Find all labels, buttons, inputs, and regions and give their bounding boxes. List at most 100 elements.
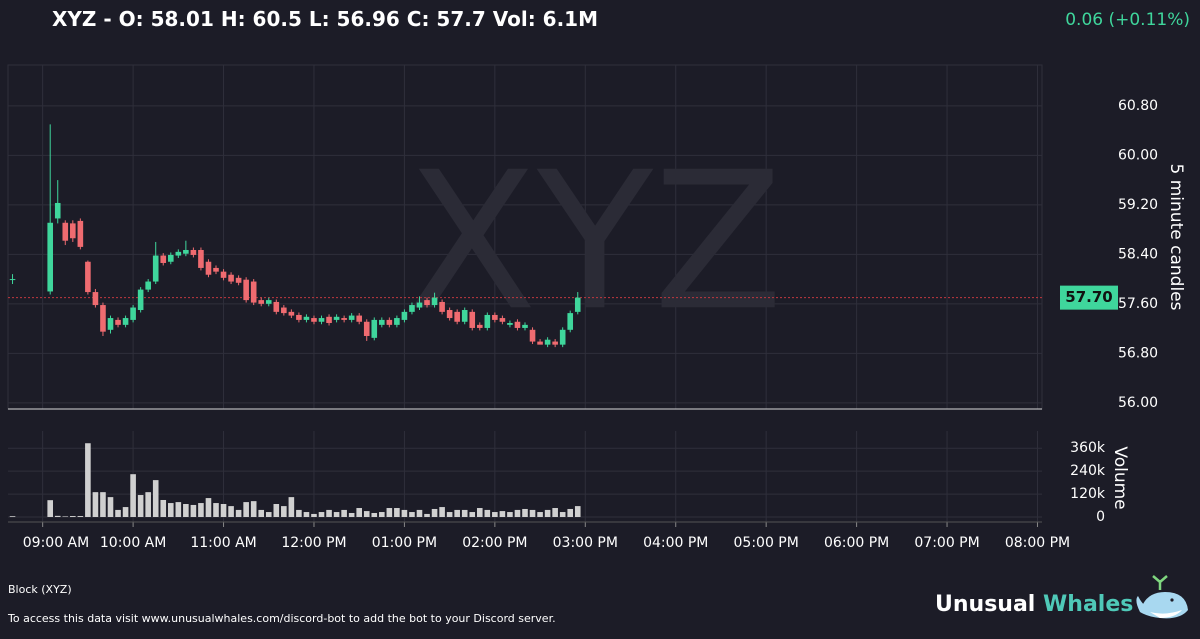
- candle-body: [9, 279, 16, 281]
- volume-bar: [567, 508, 574, 517]
- volume-bar: [54, 515, 61, 517]
- volume-bar: [175, 502, 182, 517]
- candle-body: [198, 249, 204, 268]
- volume-bar: [47, 500, 54, 517]
- y-tick-label: 57.60: [1118, 296, 1158, 312]
- volume-bar: [107, 497, 114, 517]
- volume-bar: [401, 509, 408, 517]
- x-tick-label: 07:00 PM: [914, 535, 979, 551]
- volume-bar: [439, 507, 445, 517]
- volume-bar: [130, 474, 136, 517]
- candle-body: [567, 313, 574, 330]
- volume-bar: [85, 443, 91, 517]
- volume-tick-label: 240k: [1070, 463, 1106, 479]
- candle-body: [461, 310, 468, 322]
- volume-bar: [288, 497, 295, 517]
- candle-body: [273, 301, 280, 312]
- candle-body: [152, 255, 159, 282]
- candle-body: [228, 274, 234, 282]
- x-tick-label: 04:00 PM: [643, 535, 708, 551]
- ohlc-summary: - O: 58.01 H: 60.5 L: 56.96 C: 57.7 Vol:…: [103, 7, 598, 31]
- logo: [1136, 575, 1188, 619]
- candle-body: [544, 339, 551, 345]
- source: Block (XYZ): [8, 583, 72, 596]
- candle-body: [122, 318, 129, 325]
- candle-body: [484, 314, 491, 328]
- volume-bar: [461, 509, 468, 517]
- volume-bar: [100, 492, 106, 517]
- volume-bar: [115, 509, 121, 517]
- volume-bar: [220, 504, 227, 517]
- candle-body: [431, 297, 438, 306]
- y-tick-label: 59.20: [1118, 197, 1158, 213]
- candle-body: [318, 318, 325, 322]
- candle-body: [401, 311, 408, 320]
- x-tick-label: 09:00 AM: [23, 535, 89, 551]
- candle-body: [92, 292, 99, 306]
- candle-body: [281, 307, 287, 314]
- volume-bar: [296, 509, 302, 517]
- candle-body: [363, 321, 370, 336]
- volume-bar: [311, 513, 317, 517]
- candle-body: [341, 318, 347, 320]
- candle-body: [160, 255, 167, 263]
- volume-bar: [356, 508, 362, 517]
- candle-body: [296, 314, 302, 320]
- volume-bar: [416, 509, 423, 517]
- x-tick-label: 10:00 AM: [100, 535, 166, 551]
- volume-bar: [213, 503, 219, 517]
- volume-bar: [318, 512, 325, 517]
- candle-body: [469, 311, 476, 328]
- last-price-label: 57.70: [1065, 288, 1112, 306]
- candle-body: [439, 301, 445, 312]
- volume-bar: [228, 506, 234, 517]
- volume-bar: [431, 508, 438, 517]
- candle-body: [265, 300, 272, 304]
- x-tick-label: 05:00 PM: [734, 535, 799, 551]
- candle-body: [394, 318, 400, 325]
- y-tick-label: 56.80: [1118, 345, 1158, 361]
- brand-word: Unusual: [935, 592, 1035, 617]
- volume-bar: [70, 516, 76, 517]
- candle-body: [130, 307, 136, 320]
- volume-bar: [62, 516, 69, 517]
- candle-body: [205, 261, 212, 275]
- volume-tick-label: 0: [1096, 509, 1105, 525]
- candle-body: [379, 319, 385, 325]
- candle-body: [499, 318, 506, 322]
- candle-body: [288, 311, 295, 316]
- ticker: XYZ: [52, 7, 96, 31]
- volume-bar: [9, 516, 16, 517]
- candle-body: [552, 341, 558, 345]
- volume-bar: [183, 504, 189, 517]
- x-tick-label: 03:00 PM: [553, 535, 618, 551]
- candle-body: [70, 223, 76, 239]
- volume-bar: [205, 498, 212, 517]
- candle-body: [115, 319, 121, 325]
- candle-body: [107, 318, 114, 330]
- footer-note: To access this data visit www.unusualwha…: [7, 612, 556, 625]
- brand-word: Whales: [1043, 592, 1133, 617]
- volume-bar: [333, 512, 340, 517]
- candle-body: [326, 316, 332, 323]
- candle-body: [574, 297, 581, 312]
- volume-bar: [574, 506, 581, 517]
- volume-bar: [92, 492, 99, 517]
- volume-bar: [484, 509, 491, 517]
- volume-bar: [446, 512, 453, 517]
- volume-bar: [529, 509, 536, 517]
- volume-bar: [250, 501, 257, 517]
- volume-bar: [265, 512, 272, 517]
- x-tick-label: 02:00 PM: [462, 535, 527, 551]
- y-tick-label: 60.00: [1118, 147, 1158, 163]
- candle-body: [250, 281, 257, 303]
- volume-bar: [137, 495, 144, 517]
- candle-body: [454, 311, 460, 322]
- candle-body: [371, 319, 378, 338]
- price-change: 0.06 (+0.11%): [1065, 10, 1190, 30]
- y-tick-label: 56.00: [1118, 395, 1158, 411]
- volume-bar: [371, 512, 378, 517]
- x-tick-label: 08:00 PM: [1005, 535, 1070, 551]
- x-tick-label: 01:00 PM: [372, 535, 437, 551]
